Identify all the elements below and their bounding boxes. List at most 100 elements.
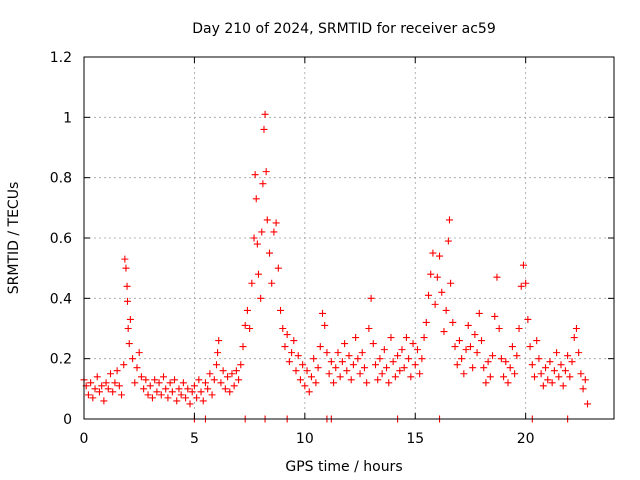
data-point [500, 373, 508, 381]
x-tick-label: 20 [517, 431, 535, 447]
data-point [232, 367, 240, 375]
data-point [237, 361, 245, 369]
data-point [453, 361, 461, 369]
data-point [111, 379, 119, 387]
data-point [292, 367, 300, 375]
data-point [296, 376, 304, 384]
data-point [206, 370, 214, 378]
data-point [151, 376, 159, 384]
data-point [433, 273, 441, 281]
y-tick-label: 0.2 [50, 352, 72, 368]
data-point [135, 349, 143, 357]
data-point [323, 349, 331, 357]
data-point [471, 331, 479, 339]
data-point [91, 385, 99, 393]
data-point [190, 382, 198, 390]
data-point [533, 337, 541, 345]
data-point [179, 379, 187, 387]
data-point [425, 291, 432, 299]
axis-ticks: 0 0.2 0.4 0.6 0.8 1 1.2 0 5 10 15 20 [50, 50, 614, 447]
y-tick-label: 0 [63, 412, 72, 428]
data-point [546, 358, 554, 366]
data-point [493, 273, 501, 281]
data-point [173, 397, 181, 405]
data-point [144, 391, 152, 399]
data-point [537, 370, 545, 378]
y-tick-label: 0.4 [50, 291, 72, 307]
y-tick-label: 1.2 [50, 50, 72, 66]
data-point [168, 388, 176, 396]
data-point [374, 376, 382, 384]
data-point [109, 388, 117, 396]
data-point [87, 379, 95, 387]
data-point [517, 282, 525, 290]
data-point [502, 358, 510, 366]
data-point [107, 370, 114, 378]
data-point [184, 385, 192, 393]
data-point [513, 352, 521, 360]
data-point [252, 195, 260, 203]
data-point [277, 306, 285, 314]
data-point [449, 318, 457, 326]
data-point [213, 361, 220, 369]
data-point [120, 361, 128, 369]
data-point [197, 388, 205, 396]
data-point [372, 361, 379, 369]
data-point [484, 358, 492, 366]
data-point [466, 343, 474, 351]
data-point [559, 382, 567, 390]
data-point [420, 334, 428, 342]
data-point [579, 385, 587, 393]
data-point [294, 352, 302, 360]
data-point [310, 355, 318, 363]
data-point [261, 110, 269, 118]
data-point [177, 391, 185, 399]
data-point [288, 349, 296, 357]
data-point [343, 367, 351, 375]
data-point [409, 340, 417, 348]
data-point [104, 385, 112, 393]
data-point [506, 364, 514, 372]
data-point [349, 361, 357, 369]
data-point [347, 376, 355, 384]
grid [84, 57, 614, 419]
data-point [473, 349, 481, 357]
data-point [113, 367, 121, 375]
data-point [531, 373, 538, 381]
data-point [126, 315, 134, 323]
data-point [411, 361, 419, 369]
data-point [365, 325, 373, 332]
data-point [102, 379, 110, 387]
data-point [319, 309, 326, 317]
data-point [160, 373, 167, 381]
data-point [226, 388, 234, 396]
data-point [539, 382, 547, 390]
data-point [475, 309, 483, 317]
data-point [515, 325, 523, 332]
data-point [491, 312, 499, 320]
data-point [495, 325, 503, 332]
data-point [524, 315, 532, 323]
data-point [123, 282, 131, 290]
data-point [440, 328, 448, 336]
data-point [584, 400, 591, 408]
data-point [575, 349, 583, 357]
data-point [148, 394, 156, 402]
y-axis-label: SRMTID / TECUs [6, 182, 22, 295]
data-point [391, 373, 399, 381]
chart-title: Day 210 of 2024, SRMTID for receiver ac5… [192, 21, 496, 37]
data-point [195, 376, 203, 384]
data-point [436, 252, 444, 260]
y-tick-label: 1 [63, 110, 72, 126]
data-point [210, 376, 218, 384]
x-tick-label: 5 [190, 431, 199, 447]
data-point [268, 279, 276, 287]
data-point [219, 367, 227, 375]
data-point [550, 367, 558, 375]
data-point [400, 364, 408, 372]
data-point [497, 355, 505, 363]
data-point [243, 306, 251, 314]
data-point [330, 379, 338, 387]
data-point [360, 364, 368, 372]
